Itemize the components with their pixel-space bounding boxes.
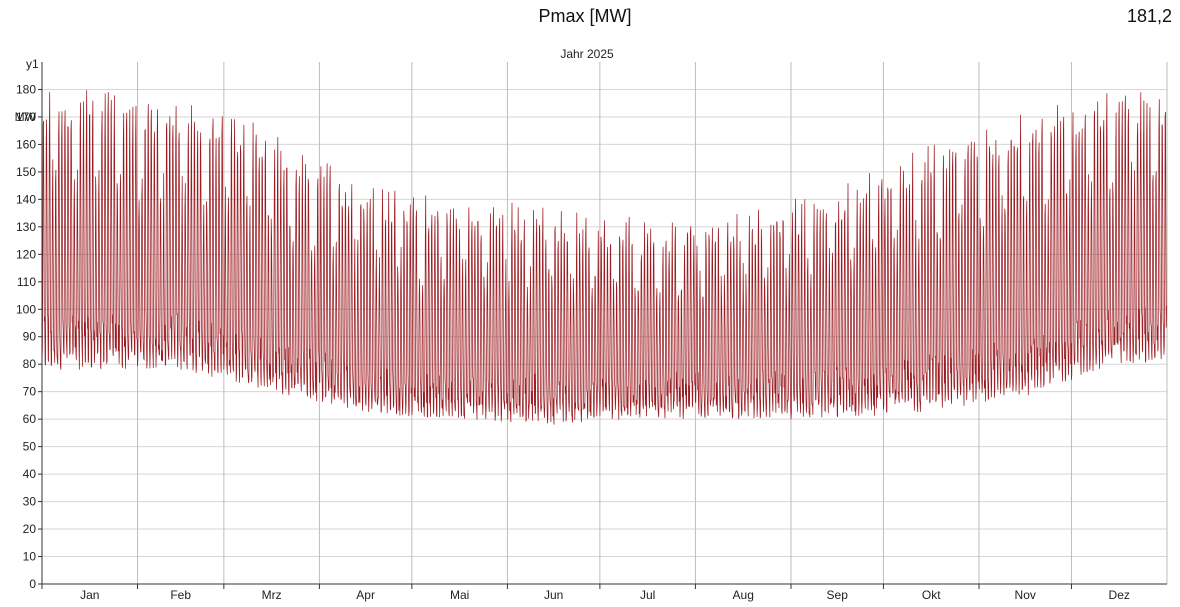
series-line-pmax (41, 90, 1167, 425)
y-tick-label: 100 (16, 302, 36, 316)
max-value-readout: 181,2 (1126, 6, 1172, 26)
y-tick-label: 170 (16, 110, 36, 124)
y-tick-label: 140 (16, 192, 36, 206)
y-tick-label: 80 (23, 357, 37, 371)
y-tick-label: 130 (16, 220, 36, 234)
y-tick-label: 0 (29, 577, 36, 591)
y-tick-label: 60 (23, 412, 37, 426)
series-group (41, 90, 1167, 425)
y-tick-label: 180 (16, 82, 36, 96)
x-tick-label: Feb (170, 588, 191, 602)
x-tick-label: Jun (544, 588, 563, 602)
y-unit-label: MW (15, 110, 37, 124)
x-tick-label: Apr (356, 588, 375, 602)
x-tick-label: Nov (1015, 588, 1036, 602)
x-tick-label: Jul (640, 588, 655, 602)
y-tick-label: 150 (16, 165, 36, 179)
y-tick-labels: 0 10 20 30 40 50 60 70 80 90 100 110 120 130 140 150 160… (15, 82, 37, 591)
x-tick-label: Mai (450, 588, 469, 602)
y-axis-name: y1 (26, 57, 39, 71)
x-tick-label: Okt (922, 588, 941, 602)
y-tick-label: 30 (23, 495, 37, 509)
chart-header-title: Pmax [MW] (538, 6, 632, 26)
y-tick-label: 40 (23, 467, 37, 481)
x-tick-label: Dez (1109, 588, 1130, 602)
axes (38, 62, 1167, 589)
x-tick-labels: Jan Feb Mrz Apr Mai Jun Jul Aug Sep Okt Nov Dez (80, 588, 1130, 602)
x-tick-label: Jan (80, 588, 99, 602)
chart-title: Jahr 2025 (560, 47, 614, 61)
y-tick-label: 90 (23, 330, 37, 344)
x-tick-label: Sep (827, 588, 849, 602)
y-tick-label: 120 (16, 247, 36, 261)
x-tick-label: Aug (733, 588, 754, 602)
x-tick-label: Mrz (262, 588, 282, 602)
y-tick-label: 110 (17, 275, 36, 289)
y-tick-label: 160 (16, 137, 36, 151)
y-tick-label: 20 (23, 522, 37, 536)
y-tick-label: 10 (23, 550, 37, 564)
y-tick-label: 70 (23, 385, 37, 399)
y-tick-label: 50 (23, 440, 37, 454)
